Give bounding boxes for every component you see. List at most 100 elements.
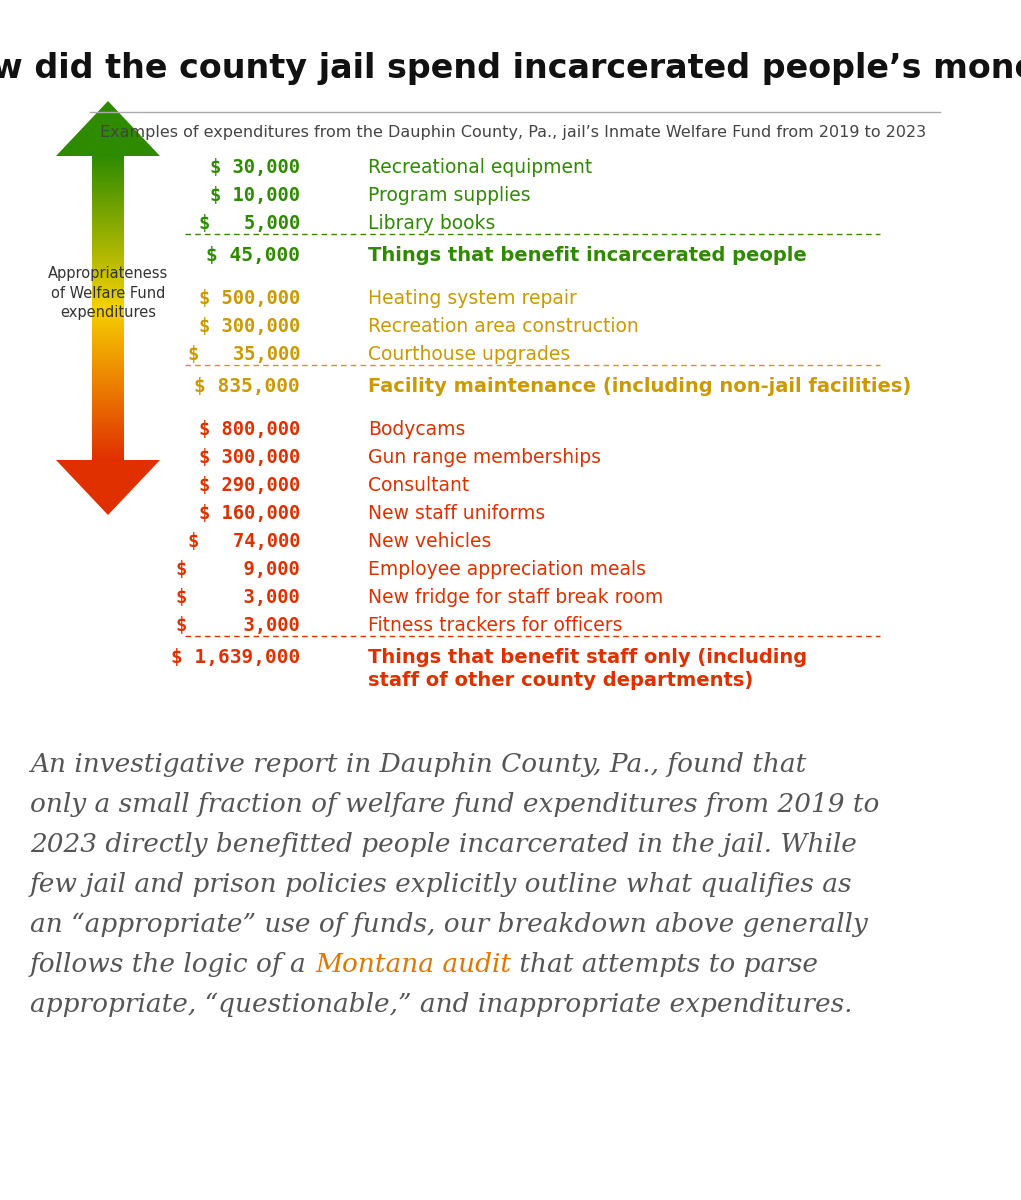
Bar	[92, 184, 124, 185]
Bar	[92, 229, 124, 230]
Bar	[92, 413, 124, 414]
Bar	[92, 217, 124, 218]
Bar	[92, 224, 124, 227]
Bar	[92, 278, 124, 280]
Bar	[92, 173, 124, 174]
Text: $   5,000: $ 5,000	[199, 214, 300, 233]
Bar	[92, 235, 124, 236]
Bar	[92, 162, 124, 163]
Text: Fitness trackers for officers: Fitness trackers for officers	[368, 616, 623, 635]
Bar	[92, 253, 124, 256]
Bar	[92, 323, 124, 324]
Bar	[92, 200, 124, 202]
Bar	[92, 283, 124, 284]
Bar	[92, 346, 124, 347]
Bar	[92, 160, 124, 161]
Bar	[92, 370, 124, 371]
Bar	[92, 420, 124, 422]
Bar	[92, 292, 124, 294]
Bar	[92, 313, 124, 314]
Bar	[92, 347, 124, 348]
Bar	[92, 302, 124, 304]
Bar	[92, 244, 124, 245]
Text: New fridge for staff break room: New fridge for staff break room	[368, 588, 664, 607]
Text: $   35,000: $ 35,000	[188, 346, 300, 364]
Bar	[92, 190, 124, 191]
Bar	[92, 424, 124, 425]
Bar	[92, 430, 124, 431]
Bar	[92, 202, 124, 203]
Bar	[92, 457, 124, 458]
Text: only a small fraction of welfare fund expenditures from 2019 to: only a small fraction of welfare fund ex…	[30, 792, 879, 817]
Bar	[92, 296, 124, 298]
Text: Appropriateness
of Welfare Fund
expenditures: Appropriateness of Welfare Fund expendit…	[48, 265, 168, 320]
Bar	[92, 330, 124, 331]
Bar	[92, 157, 124, 160]
Bar	[92, 233, 124, 234]
Bar	[92, 418, 124, 419]
Bar	[92, 256, 124, 257]
Bar	[92, 179, 124, 180]
Text: $     9,000: $ 9,000	[177, 560, 300, 578]
Bar	[92, 415, 124, 418]
Bar	[92, 364, 124, 365]
Text: $     3,000: $ 3,000	[177, 588, 300, 607]
Text: Things that benefit staff only (including
staff of other county departments): Things that benefit staff only (includin…	[368, 648, 808, 690]
Bar	[92, 329, 124, 330]
Bar	[92, 257, 124, 258]
Text: $ 30,000: $ 30,000	[210, 158, 300, 176]
Bar	[92, 452, 124, 454]
Bar	[92, 402, 124, 403]
Bar	[92, 358, 124, 359]
Bar	[92, 286, 124, 287]
Text: Examples of expenditures from the Dauphin County, Pa., jail’s Inmate Welfare Fun: Examples of expenditures from the Dauphi…	[100, 125, 926, 140]
Text: Montana audit: Montana audit	[315, 952, 512, 977]
Bar	[92, 312, 124, 313]
Bar	[92, 437, 124, 439]
Text: $ 500,000: $ 500,000	[199, 289, 300, 308]
Text: Facility maintenance (including non-jail facilities): Facility maintenance (including non-jail…	[368, 377, 912, 396]
Bar	[92, 210, 124, 211]
Bar	[92, 361, 124, 362]
Bar	[92, 185, 124, 186]
Bar	[92, 230, 124, 233]
Bar	[92, 431, 124, 432]
Bar	[92, 169, 124, 172]
Text: $ 300,000: $ 300,000	[199, 448, 300, 467]
Bar	[92, 432, 124, 434]
Bar	[92, 320, 124, 323]
Bar	[92, 223, 124, 224]
Bar	[92, 425, 124, 426]
Bar	[92, 239, 124, 240]
Bar	[92, 379, 124, 380]
Bar	[92, 194, 124, 196]
Bar	[92, 395, 124, 396]
Bar	[92, 334, 124, 335]
Text: How did the county jail spend incarcerated people’s money?: How did the county jail spend incarcerat…	[0, 52, 1021, 85]
Bar	[92, 376, 124, 378]
Bar	[92, 414, 124, 415]
Bar	[92, 314, 124, 317]
Bar	[92, 206, 124, 208]
Bar	[92, 284, 124, 286]
Text: Consultant: Consultant	[368, 476, 470, 494]
Bar	[92, 426, 124, 428]
Bar	[92, 380, 124, 382]
Bar	[92, 396, 124, 397]
Bar	[92, 168, 124, 169]
Text: Employee appreciation meals: Employee appreciation meals	[368, 560, 646, 578]
Bar	[92, 304, 124, 306]
Bar	[92, 428, 124, 430]
Bar	[92, 342, 124, 344]
Bar	[92, 374, 124, 376]
Bar	[92, 216, 124, 217]
Bar	[92, 307, 124, 308]
Bar	[92, 436, 124, 437]
Bar	[92, 440, 124, 442]
Text: that attempts to parse: that attempts to parse	[512, 952, 818, 977]
Text: few jail and prison policies explicitly outline what qualifies as: few jail and prison policies explicitly …	[30, 872, 853, 898]
Bar	[92, 252, 124, 253]
Text: follows the logic of a: follows the logic of a	[30, 952, 315, 977]
Bar	[92, 211, 124, 212]
Bar	[92, 384, 124, 385]
